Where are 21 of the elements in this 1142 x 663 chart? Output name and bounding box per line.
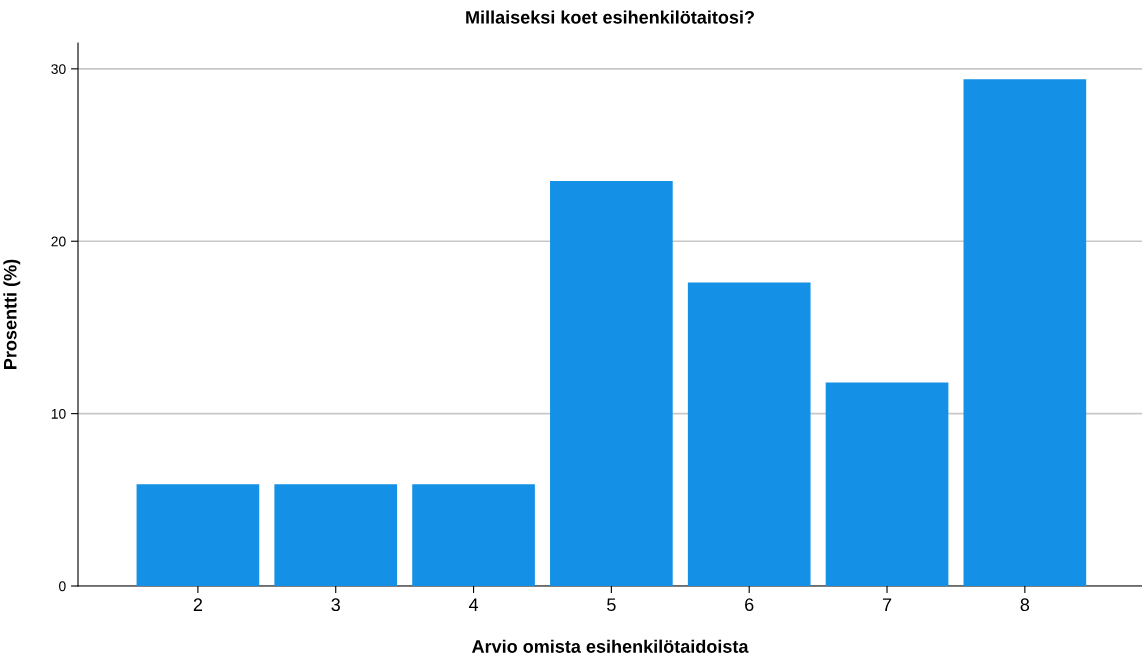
y-tick-label: 10: [51, 408, 66, 419]
x-tick-label: 5: [607, 598, 616, 612]
bar: [687, 282, 811, 586]
x-tick-label: 6: [745, 598, 754, 612]
bar: [412, 484, 535, 586]
x-tick-label: 3: [331, 598, 340, 612]
chart-title: Millaiseksi koet esihenkilötaitosi?: [466, 10, 754, 24]
x-axis-title: Arvio omista esihenkilötaidoista: [472, 639, 749, 653]
y-tick-label: 0: [59, 581, 66, 592]
y-tick-label: 30: [51, 64, 66, 75]
x-tick-label: 7: [882, 598, 892, 611]
bar: [963, 79, 1087, 586]
y-tick-label: 20: [51, 236, 66, 247]
y-axis-title: Prosentti (%): [3, 259, 21, 369]
bar: [550, 180, 673, 586]
x-tick-label: 2: [193, 598, 203, 611]
bar: [825, 382, 949, 586]
x-tick-label: 4: [468, 598, 479, 611]
bar: [136, 484, 260, 586]
bar: [274, 484, 398, 586]
x-tick-label: 8: [1020, 598, 1030, 612]
